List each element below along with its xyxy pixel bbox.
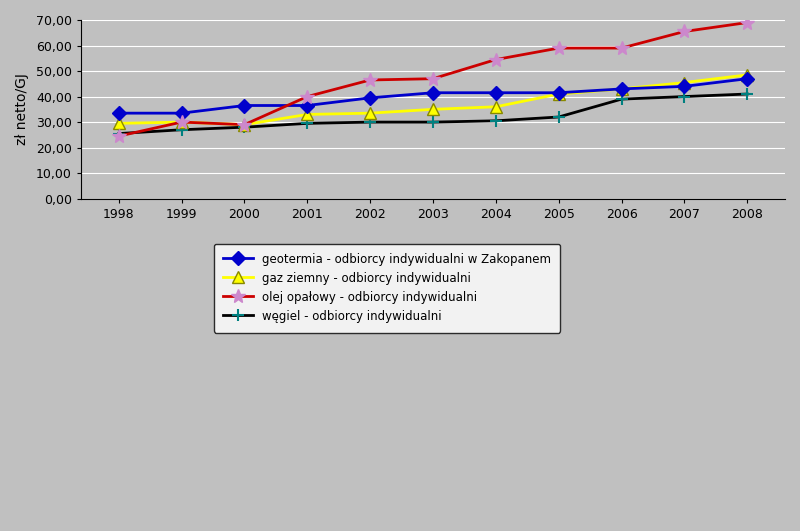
węgiel - odbiorcy indywidualni — [114, 131, 123, 137]
gaz ziemny - odbiorcy indywidualni — [177, 119, 186, 125]
węgiel - odbiorcy indywidualni — [177, 126, 186, 133]
geotermia - odbiorcy indywidualni w Zakopanem — [680, 83, 690, 90]
węgiel - odbiorcy indywidualni — [240, 124, 250, 131]
gaz ziemny - odbiorcy indywidualni — [742, 72, 752, 78]
gaz ziemny - odbiorcy indywidualni — [680, 79, 690, 85]
węgiel - odbiorcy indywidualni — [617, 96, 626, 102]
gaz ziemny - odbiorcy indywidualni — [366, 110, 375, 116]
olej opałowy - odbiorcy indywidualni — [491, 56, 501, 63]
olej opałowy - odbiorcy indywidualni — [366, 77, 375, 83]
geotermia - odbiorcy indywidualni w Zakopanem — [114, 110, 123, 116]
gaz ziemny - odbiorcy indywidualni — [617, 85, 626, 92]
geotermia - odbiorcy indywidualni w Zakopanem — [491, 90, 501, 96]
węgiel - odbiorcy indywidualni — [428, 119, 438, 125]
olej opałowy - odbiorcy indywidualni — [742, 19, 752, 25]
olej opałowy - odbiorcy indywidualni — [114, 133, 123, 139]
gaz ziemny - odbiorcy indywidualni — [114, 120, 123, 126]
Y-axis label: zł netto/GJ: zł netto/GJ — [15, 73, 29, 145]
węgiel - odbiorcy indywidualni — [491, 118, 501, 124]
gaz ziemny - odbiorcy indywidualni — [240, 122, 250, 128]
gaz ziemny - odbiorcy indywidualni — [302, 112, 312, 118]
geotermia - odbiorcy indywidualni w Zakopanem — [554, 90, 563, 96]
geotermia - odbiorcy indywidualni w Zakopanem — [742, 75, 752, 82]
Line: węgiel - odbiorcy indywidualni: węgiel - odbiorcy indywidualni — [113, 89, 753, 139]
węgiel - odbiorcy indywidualni — [742, 91, 752, 97]
węgiel - odbiorcy indywidualni — [554, 114, 563, 120]
węgiel - odbiorcy indywidualni — [302, 120, 312, 126]
olej opałowy - odbiorcy indywidualni — [240, 122, 250, 128]
geotermia - odbiorcy indywidualni w Zakopanem — [177, 110, 186, 116]
węgiel - odbiorcy indywidualni — [680, 93, 690, 100]
gaz ziemny - odbiorcy indywidualni — [428, 106, 438, 113]
olej opałowy - odbiorcy indywidualni — [428, 75, 438, 82]
geotermia - odbiorcy indywidualni w Zakopanem — [617, 85, 626, 92]
geotermia - odbiorcy indywidualni w Zakopanem — [240, 102, 250, 109]
olej opałowy - odbiorcy indywidualni — [617, 45, 626, 52]
olej opałowy - odbiorcy indywidualni — [302, 93, 312, 100]
geotermia - odbiorcy indywidualni w Zakopanem — [302, 102, 312, 109]
olej opałowy - odbiorcy indywidualni — [680, 28, 690, 35]
Line: gaz ziemny - odbiorcy indywidualni: gaz ziemny - odbiorcy indywidualni — [113, 70, 753, 130]
gaz ziemny - odbiorcy indywidualni — [554, 91, 563, 97]
gaz ziemny - odbiorcy indywidualni — [491, 104, 501, 110]
Legend: geotermia - odbiorcy indywidualni w Zakopanem, gaz ziemny - odbiorcy indywidualn: geotermia - odbiorcy indywidualni w Zako… — [214, 244, 561, 332]
Line: olej opałowy - odbiorcy indywidualni: olej opałowy - odbiorcy indywidualni — [112, 15, 754, 143]
geotermia - odbiorcy indywidualni w Zakopanem — [366, 95, 375, 101]
olej opałowy - odbiorcy indywidualni — [554, 45, 563, 52]
Line: geotermia - odbiorcy indywidualni w Zakopanem: geotermia - odbiorcy indywidualni w Zako… — [114, 74, 752, 118]
geotermia - odbiorcy indywidualni w Zakopanem — [428, 90, 438, 96]
węgiel - odbiorcy indywidualni — [366, 119, 375, 125]
olej opałowy - odbiorcy indywidualni — [177, 119, 186, 125]
